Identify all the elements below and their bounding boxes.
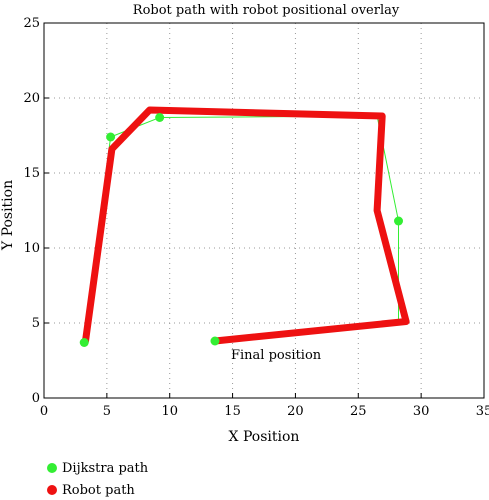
x-tick-label-1: 5 [103,404,111,419]
dijkstra-point-0 [79,338,89,347]
chart-title: Robot path with robot positional overlay [133,3,400,18]
dijkstra-path-line [83,115,399,343]
legend-marker-robot [47,485,57,495]
dijkstra-point-3 [394,216,404,226]
grid [44,23,484,398]
plot-frame [43,22,485,399]
dijkstra-point-1 [106,132,116,142]
x-axis-label: X Position [229,429,300,445]
x-tick-label-4: 20 [287,404,304,419]
series-layer [79,106,410,347]
robot-path-line [82,106,410,345]
dijkstra-point-4 [210,336,220,346]
y-tick-label-3: 15 [23,166,40,181]
x-tick-label-7: 35 [476,404,489,419]
legend-marker-dijkstra [47,463,57,473]
x-tick-label-2: 10 [161,404,178,419]
y-tick-label-5: 25 [23,16,40,31]
y-axis-ticks: 0 5 10 15 20 25 [23,16,49,406]
x-axis-ticks: 0 5 10 15 20 25 30 35 [40,393,489,419]
y-tick-label-1: 5 [32,316,40,331]
y-tick-label-0: 0 [32,391,40,406]
x-tick-label-3: 15 [224,404,241,419]
dijkstra-point-2 [155,113,165,122]
x-tick-label-0: 0 [40,404,48,419]
legend-label-robot: Robot path [62,483,135,498]
final-position-annotation: Final position [231,348,322,363]
y-tick-label-4: 20 [23,91,40,106]
x-tick-label-6: 30 [413,404,430,419]
y-tick-label-2: 10 [23,241,40,256]
legend-label-dijkstra: Dijkstra path [62,461,149,476]
x-tick-label-5: 25 [350,404,367,419]
y-axis-label: Y Position [0,180,16,251]
legend: Dijkstra path Robot path [47,461,149,498]
